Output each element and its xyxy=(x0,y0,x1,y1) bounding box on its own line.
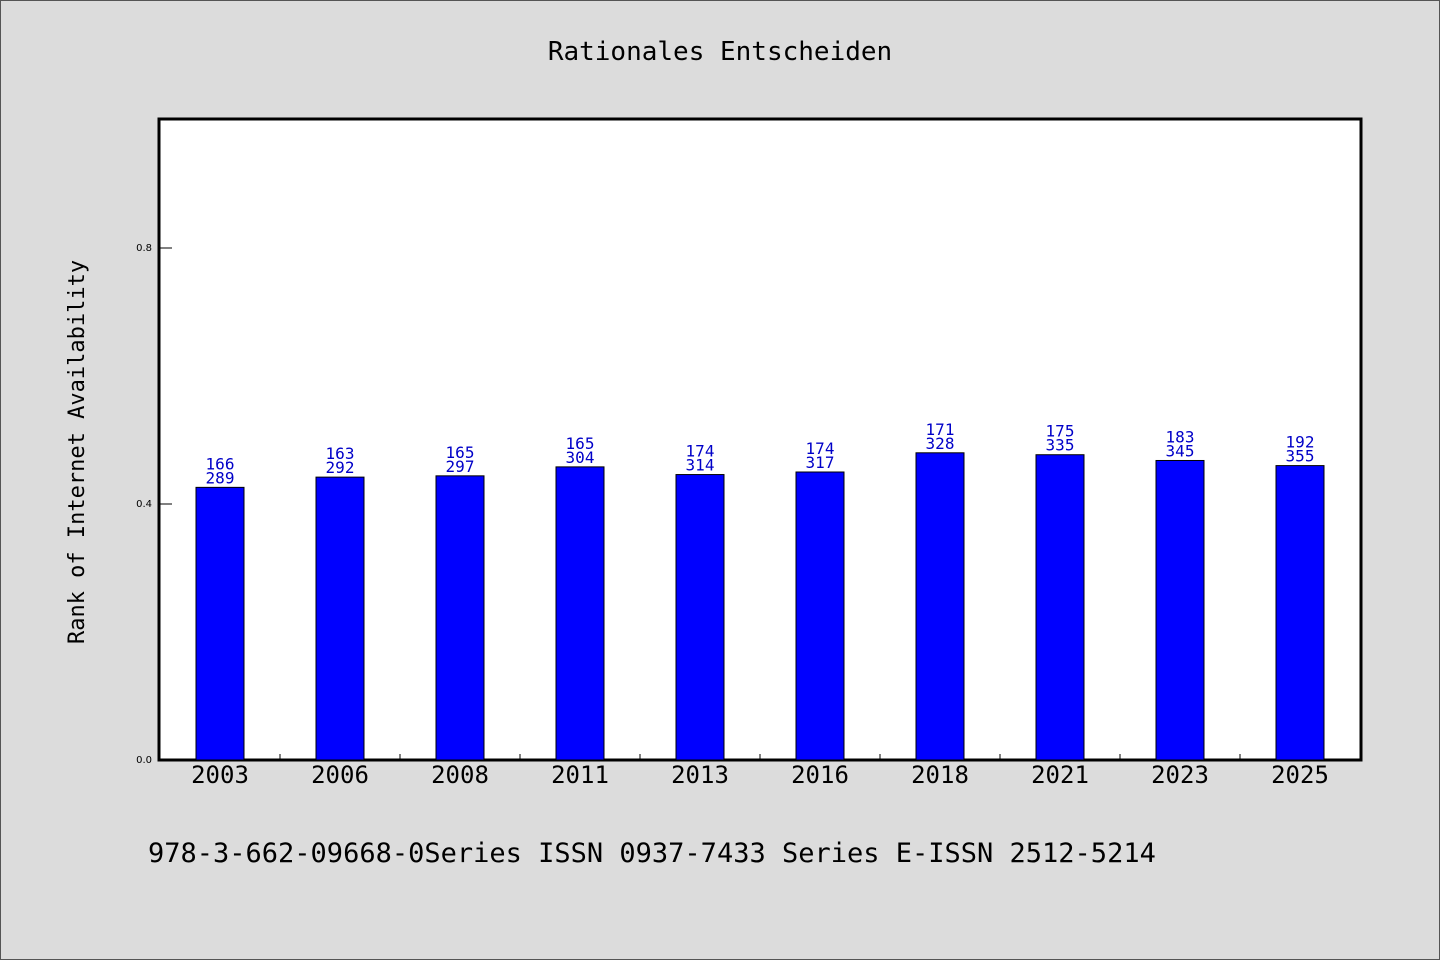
x-tick-label-2016: 2016 xyxy=(791,761,849,789)
y-ticks-group: 0.0 0.4 0.8 xyxy=(136,243,172,766)
y-tick-label: 0.8 xyxy=(136,243,152,254)
data-label-2003-0: 166 xyxy=(206,454,235,473)
bar-2011 xyxy=(555,466,605,761)
data-label-2021-0: 175 xyxy=(1046,422,1075,441)
footer-text: 978-3-662-09668-0Series ISSN 0937-7433 S… xyxy=(148,838,1156,869)
x-tick-label-2023: 2023 xyxy=(1151,761,1209,789)
data-label-2016-1: 317 xyxy=(806,453,835,472)
data-label-2023-0: 183 xyxy=(1166,427,1195,446)
y-tick-label: 0.0 xyxy=(136,755,152,766)
data-label-2006-0: 163 xyxy=(326,444,355,463)
y-tick-label: 0.4 xyxy=(136,499,152,510)
data-label-2011-1: 304 xyxy=(566,448,595,467)
data-label-2021-1: 335 xyxy=(1046,436,1075,455)
data-label-2025-0: 192 xyxy=(1286,433,1315,452)
chart-title: Rationales Entscheiden xyxy=(548,37,892,67)
data-label-2025-1: 355 xyxy=(1286,447,1315,466)
data-label-2013-1: 314 xyxy=(686,456,715,475)
x-tick-label-2025: 2025 xyxy=(1271,761,1329,789)
data-label-2018-0: 171 xyxy=(926,420,955,439)
bar-2003 xyxy=(195,486,245,761)
data-label-2003-1: 289 xyxy=(206,468,235,487)
data-label-2011-0: 165 xyxy=(566,434,595,453)
x-tick-label-2013: 2013 xyxy=(671,761,729,789)
bar-2021 xyxy=(1035,454,1085,761)
data-label-2006-1: 292 xyxy=(326,458,355,477)
data-label-2023-1: 345 xyxy=(1166,441,1195,460)
bar-2006 xyxy=(315,476,365,761)
x-tick-label-2003: 2003 xyxy=(191,761,249,789)
x-ticks-group: 2003 2006 2008 2011 2013 2016 2018 2021 2023 2025 xyxy=(191,754,1329,789)
x-tick-label-2011: 2011 xyxy=(551,761,609,789)
x-tick-label-2021: 2021 xyxy=(1031,761,1089,789)
y-axis-label: Rank of Internet Availability xyxy=(65,260,90,644)
data-label-2008-1: 297 xyxy=(446,457,475,476)
bar-2018 xyxy=(915,452,965,761)
x-tick-label-2008: 2008 xyxy=(431,761,489,789)
data-label-2018-1: 328 xyxy=(926,434,955,453)
bar-2008 xyxy=(435,475,485,761)
data-label-2013-0: 174 xyxy=(686,442,715,461)
data-label-2016-0: 174 xyxy=(806,439,835,458)
bar-2023 xyxy=(1155,459,1205,761)
bar-2013 xyxy=(675,474,725,761)
bar-2025 xyxy=(1275,465,1325,761)
data-label-2008-0: 165 xyxy=(446,443,475,462)
bar-2016 xyxy=(795,471,845,761)
x-tick-label-2018: 2018 xyxy=(911,761,969,789)
x-tick-label-2006: 2006 xyxy=(311,761,369,789)
